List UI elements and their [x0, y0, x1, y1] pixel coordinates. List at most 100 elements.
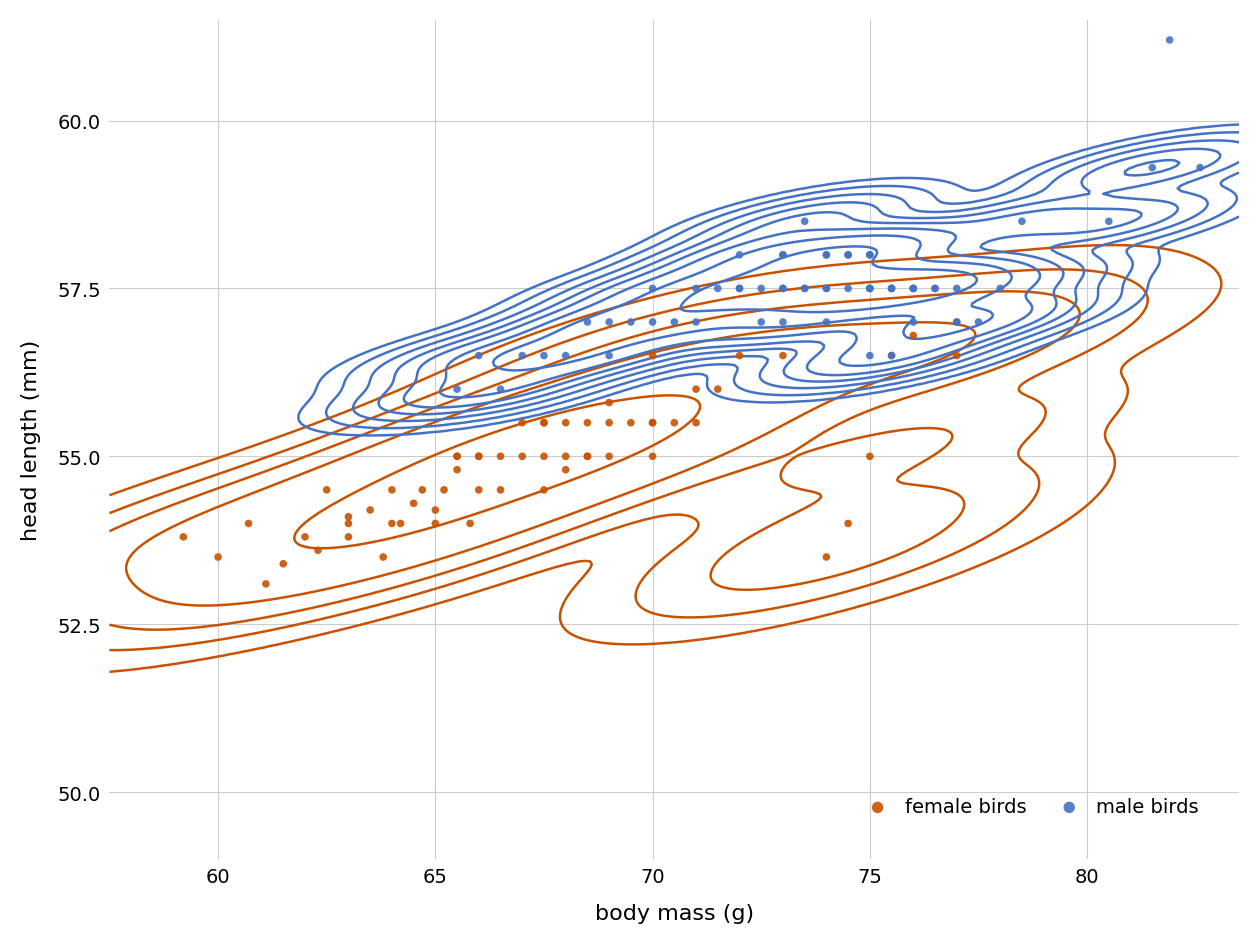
female birds [556, 415, 576, 430]
female birds [598, 396, 619, 411]
female birds [816, 549, 837, 565]
female birds [412, 482, 432, 497]
male birds [859, 248, 879, 263]
male birds [838, 248, 858, 263]
female birds [373, 549, 393, 565]
female birds [307, 543, 328, 558]
male birds [598, 348, 619, 363]
male birds [772, 281, 793, 296]
male birds [795, 281, 815, 296]
male birds [903, 281, 924, 296]
female birds [433, 482, 454, 497]
male birds [816, 248, 837, 263]
male birds [1099, 214, 1119, 229]
male birds [1012, 214, 1032, 229]
male birds [730, 281, 750, 296]
male birds [556, 348, 576, 363]
female birds [643, 415, 663, 430]
female birds [382, 516, 402, 531]
male birds [903, 281, 924, 296]
female birds [643, 348, 663, 363]
male birds [925, 281, 945, 296]
female birds [685, 382, 706, 397]
Point [1189, 160, 1210, 176]
female birds [685, 415, 706, 430]
male birds [859, 348, 879, 363]
male birds [447, 382, 467, 397]
female birds [903, 329, 924, 344]
male birds [469, 348, 489, 363]
male birds [708, 281, 728, 296]
male birds [490, 382, 510, 397]
female birds [382, 482, 402, 497]
male birds [946, 315, 966, 330]
male birds [946, 315, 966, 330]
female birds [664, 415, 684, 430]
female birds [882, 348, 902, 363]
female birds [403, 497, 423, 512]
female birds [556, 449, 576, 464]
female birds [730, 348, 750, 363]
Y-axis label: head length (mm): head length (mm) [21, 340, 40, 541]
female birds [447, 449, 467, 464]
male birds [859, 281, 879, 296]
male birds [969, 315, 989, 330]
male birds [882, 348, 902, 363]
male birds [730, 281, 750, 296]
male birds [751, 281, 771, 296]
male birds [816, 248, 837, 263]
female birds [946, 348, 966, 363]
male birds [859, 248, 879, 263]
female birds [447, 449, 467, 464]
female birds [469, 449, 489, 464]
male birds [882, 281, 902, 296]
male birds [772, 315, 793, 330]
male birds [816, 281, 837, 296]
male birds [598, 315, 619, 330]
female birds [556, 463, 576, 478]
Legend: female birds, male birds: female birds, male birds [850, 790, 1207, 824]
female birds [360, 503, 381, 518]
male birds [795, 281, 815, 296]
male birds [838, 281, 858, 296]
male birds [838, 248, 858, 263]
female birds [512, 449, 532, 464]
female birds [534, 415, 554, 430]
female birds [621, 415, 641, 430]
male birds [990, 281, 1011, 296]
X-axis label: body mass (g): body mass (g) [595, 903, 753, 923]
female birds [316, 482, 336, 497]
female birds [295, 530, 315, 545]
female birds [490, 449, 510, 464]
male birds [903, 315, 924, 330]
female birds [577, 415, 597, 430]
female birds [512, 415, 532, 430]
male birds [534, 348, 554, 363]
female birds [460, 516, 480, 531]
female birds [426, 503, 446, 518]
female birds [208, 549, 228, 565]
Point [1159, 33, 1179, 48]
female birds [708, 382, 728, 397]
female birds [577, 449, 597, 464]
male birds [882, 281, 902, 296]
female birds [490, 482, 510, 497]
female birds [577, 449, 597, 464]
female birds [534, 449, 554, 464]
female birds [534, 415, 554, 430]
male birds [772, 248, 793, 263]
male birds [772, 281, 793, 296]
female birds [772, 348, 793, 363]
female birds [238, 516, 258, 531]
male birds [903, 281, 924, 296]
male birds [685, 315, 706, 330]
male birds [882, 281, 902, 296]
female birds [838, 516, 858, 531]
female birds [173, 530, 193, 545]
female birds [534, 482, 554, 497]
female birds [339, 530, 359, 545]
male birds [643, 315, 663, 330]
female birds [643, 449, 663, 464]
female birds [598, 415, 619, 430]
male birds [751, 315, 771, 330]
